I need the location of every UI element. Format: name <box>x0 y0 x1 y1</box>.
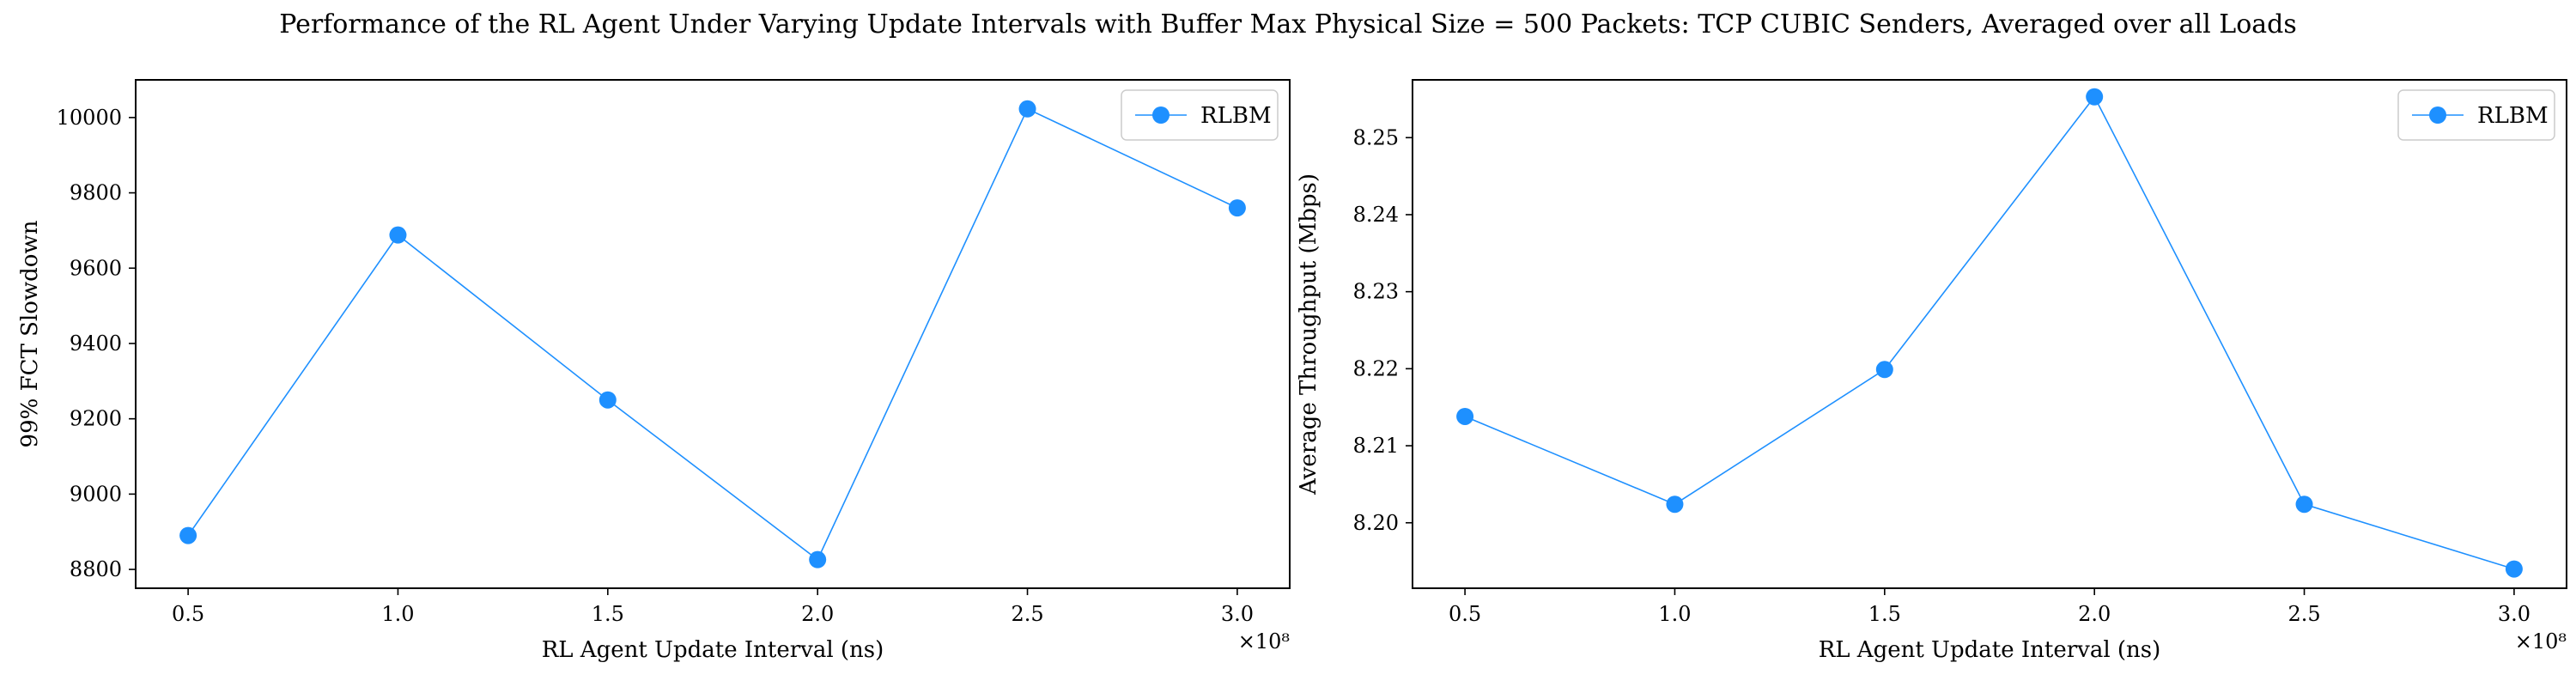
x-axis-label: RL Agent Update Interval (ns) <box>1819 637 2161 663</box>
legend-box <box>1121 89 1279 141</box>
legend-label: RLBM <box>2477 103 2549 129</box>
data-point <box>1456 407 1474 425</box>
series-line <box>1464 95 2515 570</box>
y-axis-label: 99% FCT Slowdown <box>17 220 43 447</box>
y-tick-label: 8.20 <box>1353 511 1399 535</box>
series-rlbm <box>1456 88 2523 578</box>
x-tick-label: 2.5 <box>1011 602 1043 626</box>
data-point <box>1228 199 1246 217</box>
x-tick-label: 0.5 <box>172 602 204 626</box>
legend-marker <box>1152 106 1170 124</box>
y-axis-label: Average Throughput (Mbps) <box>1296 173 1321 495</box>
series-rlbm <box>179 100 1246 568</box>
x-tick-label: 0.5 <box>1449 602 1481 626</box>
axes-frame <box>135 79 1291 589</box>
y-tick-label: 9000 <box>70 482 122 506</box>
x-tick-label: 1.5 <box>1868 602 1901 626</box>
legend: RLBM <box>2397 89 2555 141</box>
figure-title: Performance of the RL Agent Under Varyin… <box>279 9 2297 40</box>
data-point <box>809 550 827 568</box>
legend: RLBM <box>1121 89 1279 141</box>
data-point <box>179 526 197 544</box>
chart-panel-1: 0.5 1.0 1.5 2.0 2.5 3.0 8800 9000 9200 9400 9600 98… <box>17 79 1291 663</box>
data-point <box>2086 88 2104 106</box>
x-offset-label: ×10⁸ <box>2515 629 2567 654</box>
series-line <box>187 107 1238 561</box>
y-tick-label: 9800 <box>70 181 122 205</box>
data-point <box>2505 560 2523 578</box>
data-point <box>2295 495 2313 514</box>
y-tick-label: 9400 <box>70 331 122 356</box>
data-point <box>598 391 617 409</box>
x-tick-label: 1.0 <box>1658 602 1691 626</box>
x-tick-label: 2.0 <box>801 602 834 626</box>
y-tick-label: 9200 <box>70 407 122 431</box>
y-tick-label: 8.23 <box>1353 280 1399 304</box>
data-point <box>1666 495 1684 514</box>
y-tick-label: 9600 <box>70 256 122 280</box>
y-tick-label: 8.22 <box>1353 356 1399 380</box>
legend-marker <box>2429 106 2446 124</box>
axes-frame <box>1412 79 2567 589</box>
y-tick-label: 8.24 <box>1353 203 1399 227</box>
legend-label: RLBM <box>1200 103 1272 129</box>
y-tick-label: 8.25 <box>1353 125 1399 149</box>
data-point <box>389 226 407 244</box>
x-tick-label: 3.0 <box>1221 602 1254 626</box>
chart-panels: 0.5 1.0 1.5 2.0 2.5 3.0 8800 9000 9200 9400 9600 98… <box>17 79 2567 663</box>
x-axis-label: RL Agent Update Interval (ns) <box>542 637 884 663</box>
chart-panel-2: 0.5 1.0 1.5 2.0 2.5 3.0 8.20 8.21 8.22 8.23 8.24 8.… <box>1296 79 2567 663</box>
y-tick-label: 8800 <box>70 557 122 581</box>
x-tick-label: 2.0 <box>2078 602 2111 626</box>
x-tick-label: 1.5 <box>592 602 624 626</box>
legend-box <box>2397 89 2555 141</box>
data-point <box>1018 100 1036 118</box>
data-point <box>1875 361 1893 379</box>
x-tick-label: 3.0 <box>2498 602 2530 626</box>
x-offset-label: ×10⁸ <box>1238 629 1290 654</box>
x-tick-label: 1.0 <box>381 602 414 626</box>
x-tick-label: 2.5 <box>2287 602 2320 626</box>
y-tick-label: 8.21 <box>1353 434 1399 458</box>
y-tick-label: 10000 <box>57 106 122 130</box>
